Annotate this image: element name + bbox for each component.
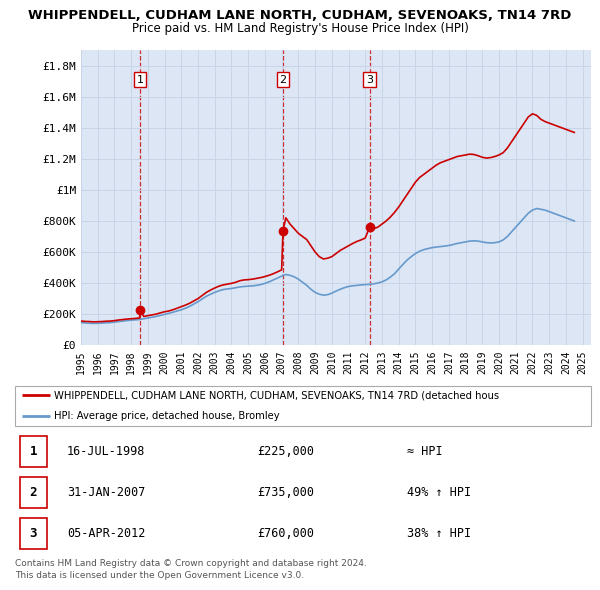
Text: 49% ↑ HPI: 49% ↑ HPI xyxy=(407,486,471,499)
Text: WHIPPENDELL, CUDHAM LANE NORTH, CUDHAM, SEVENOAKS, TN14 7RD: WHIPPENDELL, CUDHAM LANE NORTH, CUDHAM, … xyxy=(28,9,572,22)
Text: 2: 2 xyxy=(29,486,37,499)
Text: Price paid vs. HM Land Registry's House Price Index (HPI): Price paid vs. HM Land Registry's House … xyxy=(131,22,469,35)
Text: 3: 3 xyxy=(29,527,37,540)
FancyBboxPatch shape xyxy=(20,436,47,467)
Text: 05-APR-2012: 05-APR-2012 xyxy=(67,527,145,540)
Text: HPI: Average price, detached house, Bromley: HPI: Average price, detached house, Brom… xyxy=(54,411,280,421)
Text: This data is licensed under the Open Government Licence v3.0.: This data is licensed under the Open Gov… xyxy=(15,571,304,580)
Text: 16-JUL-1998: 16-JUL-1998 xyxy=(67,445,145,458)
Text: ≈ HPI: ≈ HPI xyxy=(407,445,442,458)
Text: 1: 1 xyxy=(137,75,143,84)
Text: WHIPPENDELL, CUDHAM LANE NORTH, CUDHAM, SEVENOAKS, TN14 7RD (detached hous: WHIPPENDELL, CUDHAM LANE NORTH, CUDHAM, … xyxy=(54,391,499,401)
Text: 3: 3 xyxy=(366,75,373,84)
Text: 31-JAN-2007: 31-JAN-2007 xyxy=(67,486,145,499)
Text: £760,000: £760,000 xyxy=(257,527,314,540)
Text: £225,000: £225,000 xyxy=(257,445,314,458)
Text: Contains HM Land Registry data © Crown copyright and database right 2024.: Contains HM Land Registry data © Crown c… xyxy=(15,559,367,568)
Text: 1: 1 xyxy=(29,445,37,458)
Text: £735,000: £735,000 xyxy=(257,486,314,499)
Text: 38% ↑ HPI: 38% ↑ HPI xyxy=(407,527,471,540)
FancyBboxPatch shape xyxy=(20,477,47,508)
Text: 2: 2 xyxy=(280,75,287,84)
FancyBboxPatch shape xyxy=(20,518,47,549)
